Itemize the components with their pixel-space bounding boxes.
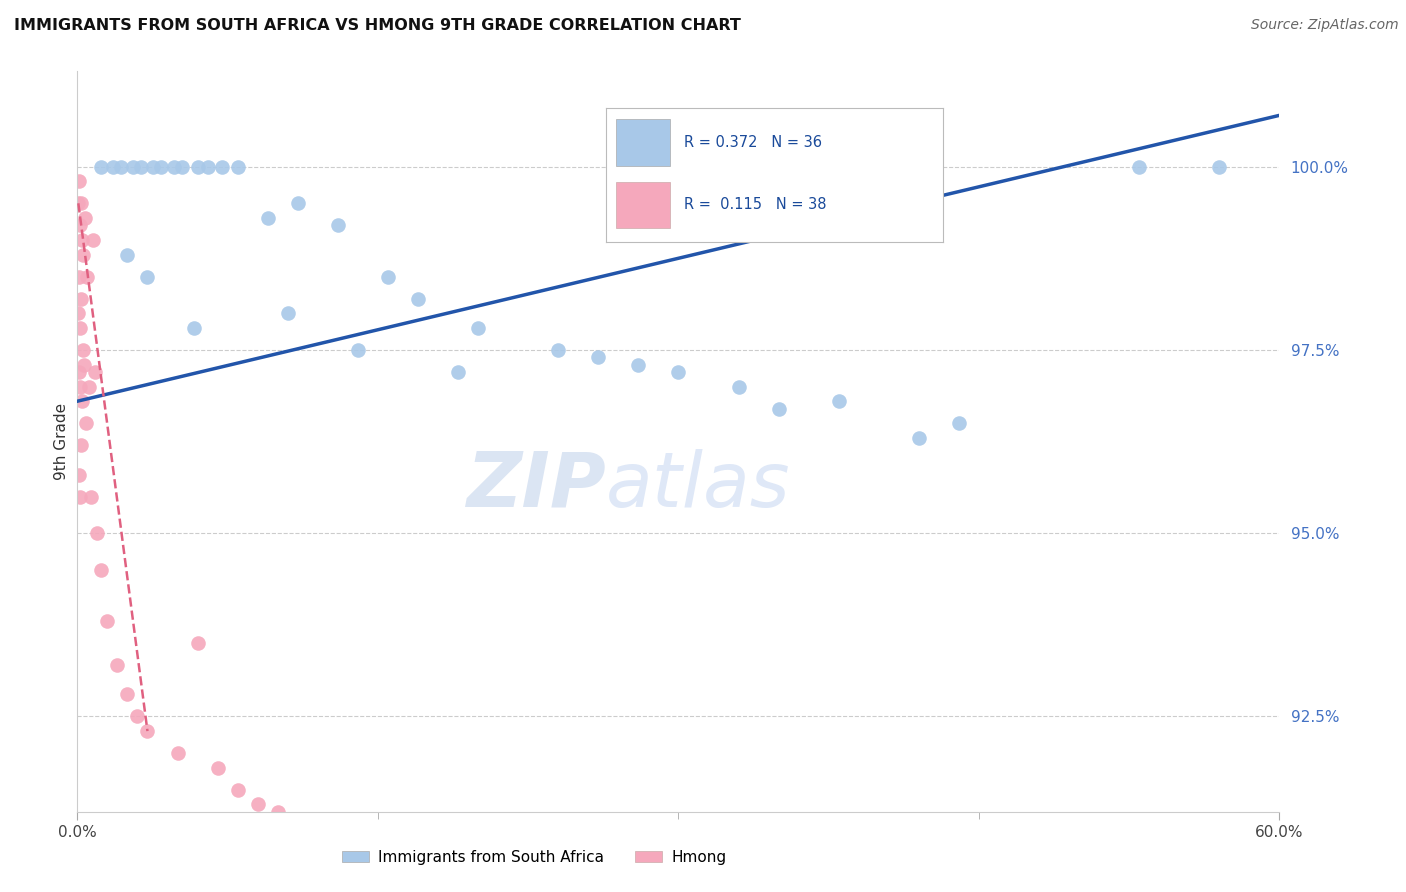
Y-axis label: 9th Grade: 9th Grade	[53, 403, 69, 480]
Point	[72, 247, 94, 261]
Point	[69, 321, 91, 335]
Point	[72, 233, 94, 247]
Point	[75, 416, 97, 430]
Point	[67, 269, 90, 284]
Point	[828, 394, 851, 409]
Point	[226, 160, 249, 174]
Point	[122, 160, 145, 174]
Text: Source: ZipAtlas.com: Source: ZipAtlas.com	[1251, 18, 1399, 32]
Point	[768, 401, 790, 416]
Text: IMMIGRANTS FROM SOUTH AFRICA VS HMONG 9TH GRADE CORRELATION CHART: IMMIGRANTS FROM SOUTH AFRICA VS HMONG 9T…	[14, 18, 741, 33]
Point	[82, 233, 104, 247]
Point	[226, 782, 249, 797]
Point	[267, 805, 290, 819]
Point	[406, 292, 429, 306]
Legend: Immigrants from South Africa, Hmong: Immigrants from South Africa, Hmong	[336, 844, 733, 871]
Text: atlas: atlas	[606, 449, 790, 523]
Point	[166, 746, 188, 760]
Point	[346, 343, 368, 357]
Point	[197, 160, 219, 174]
Point	[70, 394, 93, 409]
Point	[70, 196, 93, 211]
Point	[117, 688, 139, 702]
Point	[256, 211, 278, 225]
Point	[67, 365, 90, 379]
Point	[246, 797, 269, 812]
Point	[727, 379, 749, 393]
Point	[150, 160, 173, 174]
Point	[76, 269, 98, 284]
Text: ZIP: ZIP	[467, 449, 606, 523]
Point	[110, 160, 132, 174]
Point	[467, 321, 489, 335]
Point	[948, 416, 970, 430]
Point	[447, 365, 470, 379]
Point	[80, 490, 103, 504]
Point	[588, 350, 610, 364]
Point	[547, 343, 569, 357]
Point	[170, 160, 193, 174]
Point	[69, 379, 91, 393]
Point	[67, 196, 90, 211]
Point	[84, 365, 107, 379]
Point	[162, 160, 184, 174]
Point	[142, 160, 165, 174]
Point	[67, 306, 90, 320]
Point	[117, 247, 139, 261]
Point	[1208, 160, 1230, 174]
Point	[70, 438, 93, 452]
Point	[136, 269, 159, 284]
Point	[86, 526, 108, 541]
Point	[70, 292, 93, 306]
Point	[67, 467, 90, 482]
Point	[79, 379, 101, 393]
Point	[668, 365, 690, 379]
Point	[73, 358, 96, 372]
Point	[377, 269, 399, 284]
Point	[908, 431, 931, 445]
Point	[186, 636, 209, 650]
Point	[90, 563, 112, 577]
Point	[96, 614, 118, 628]
Point	[90, 160, 112, 174]
Point	[136, 724, 159, 739]
Point	[69, 219, 91, 233]
Point	[67, 174, 90, 188]
Point	[326, 219, 349, 233]
Point	[186, 160, 209, 174]
Point	[211, 160, 233, 174]
Point	[103, 160, 125, 174]
Point	[107, 658, 129, 673]
Point	[287, 196, 309, 211]
Point	[277, 306, 299, 320]
Point	[627, 358, 650, 372]
Point	[72, 343, 94, 357]
Point	[183, 321, 205, 335]
Point	[207, 761, 229, 775]
Point	[131, 160, 153, 174]
Point	[75, 211, 97, 225]
Point	[69, 490, 91, 504]
Point	[1128, 160, 1150, 174]
Point	[127, 709, 149, 723]
